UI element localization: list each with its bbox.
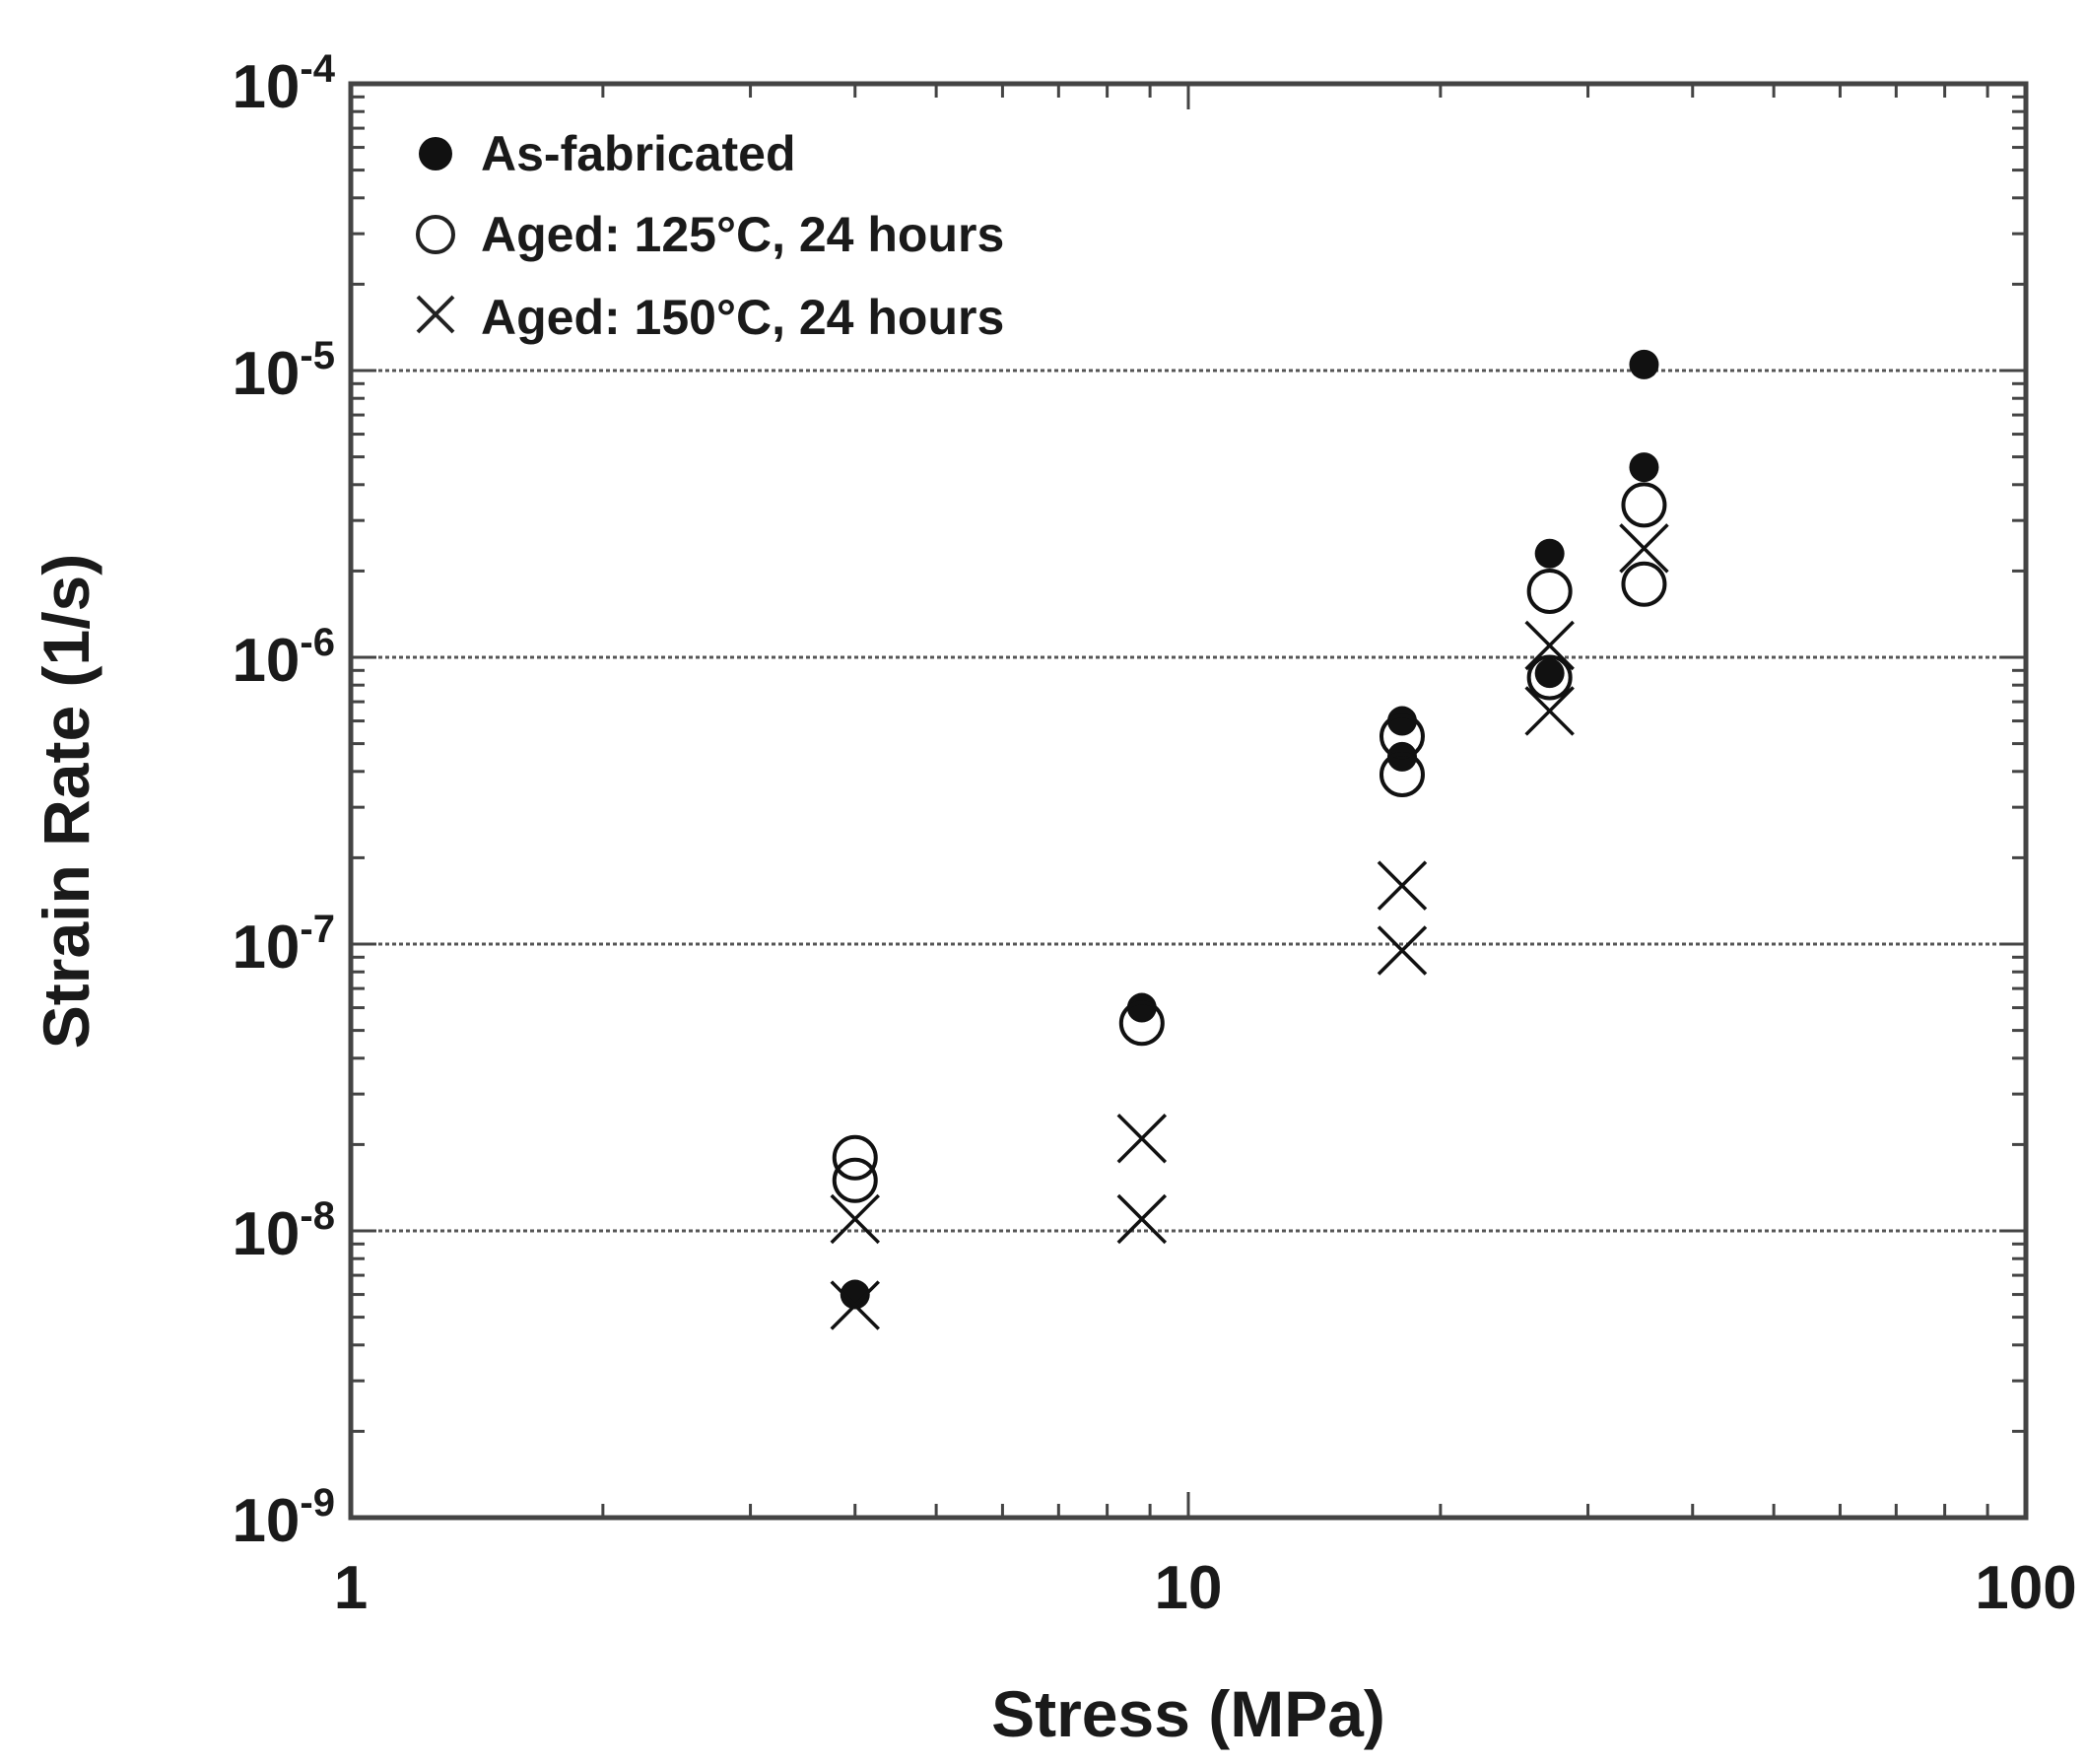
legend-marker-open-circle (416, 215, 455, 254)
x-tick-label: 10 (1155, 1554, 1223, 1622)
series-2 (830, 523, 1669, 1330)
data-point-open-circle (832, 1157, 878, 1203)
x-tick-label: 1 (334, 1554, 368, 1622)
data-point-cross (1116, 1193, 1168, 1245)
legend: As-fabricated Aged: 125°C, 24 hours Aged… (416, 126, 1004, 345)
data-point-cross (830, 1193, 880, 1245)
legend-label: Aged: 125°C, 24 hours (481, 207, 1004, 262)
data-point-open-circle (1379, 752, 1425, 798)
data-point-cross (1377, 925, 1428, 976)
data-point-cross (1116, 1113, 1168, 1164)
x-tick-label: 100 (1975, 1554, 2076, 1622)
legend-label: As-fabricated (481, 126, 796, 181)
data-point-filled-circle (1126, 992, 1157, 1023)
data-point-open-circle (1526, 568, 1573, 614)
legend-marker-cross (416, 295, 455, 334)
data-point-open-circle (1379, 713, 1425, 760)
legend-label: Aged: 150°C, 24 hours (481, 290, 1004, 345)
data-point-open-circle (1621, 482, 1667, 528)
y-tick-label: 10-6 (232, 621, 335, 695)
y-tick-label: 10-5 (232, 334, 335, 408)
legend-item-as-fabricated: As-fabricated (419, 126, 796, 181)
y-axis-title: Strain Rate (1/s) (30, 554, 102, 1049)
legend-marker-filled-circle (419, 137, 452, 170)
data-point-cross (1524, 686, 1575, 736)
data-point-open-circle (1526, 654, 1573, 701)
data-point-filled-circle (840, 1279, 870, 1310)
series-0 (840, 349, 1659, 1310)
data-point-cross (830, 1280, 880, 1330)
y-tick-label: 10-9 (232, 1481, 335, 1555)
data-point-cross (1377, 860, 1428, 911)
data-point-open-circle (832, 1134, 878, 1181)
tick-label-layer: 1 10 100 10-9 10-8 10-7 10-6 10-5 10-4 (232, 47, 2076, 1622)
x-axis-title: Stress (MPa) (991, 1677, 1385, 1750)
grid-layer (351, 369, 2026, 1233)
y-tick-label: 10-7 (232, 908, 335, 982)
data-point-filled-circle (1534, 538, 1565, 569)
plot-frame (348, 81, 2029, 1521)
legend-item-aged-150c: Aged: 150°C, 24 hours (416, 290, 1004, 345)
data-point-cross (1619, 523, 1669, 574)
data-point-open-circle (1621, 561, 1667, 607)
y-tick-label: 10-8 (232, 1194, 335, 1268)
y-tick-label: 10-4 (232, 47, 335, 121)
data-point-filled-circle (1386, 706, 1417, 736)
marker-layer (830, 349, 1669, 1330)
legend-item-aged-125c: Aged: 125°C, 24 hours (416, 207, 1004, 262)
series-1 (832, 482, 1667, 1203)
data-point-filled-circle (1629, 452, 1659, 483)
data-point-open-circle (1118, 1000, 1165, 1047)
data-point-cross (1524, 620, 1575, 671)
data-point-filled-circle (1629, 349, 1659, 379)
data-point-filled-circle (1534, 658, 1565, 689)
